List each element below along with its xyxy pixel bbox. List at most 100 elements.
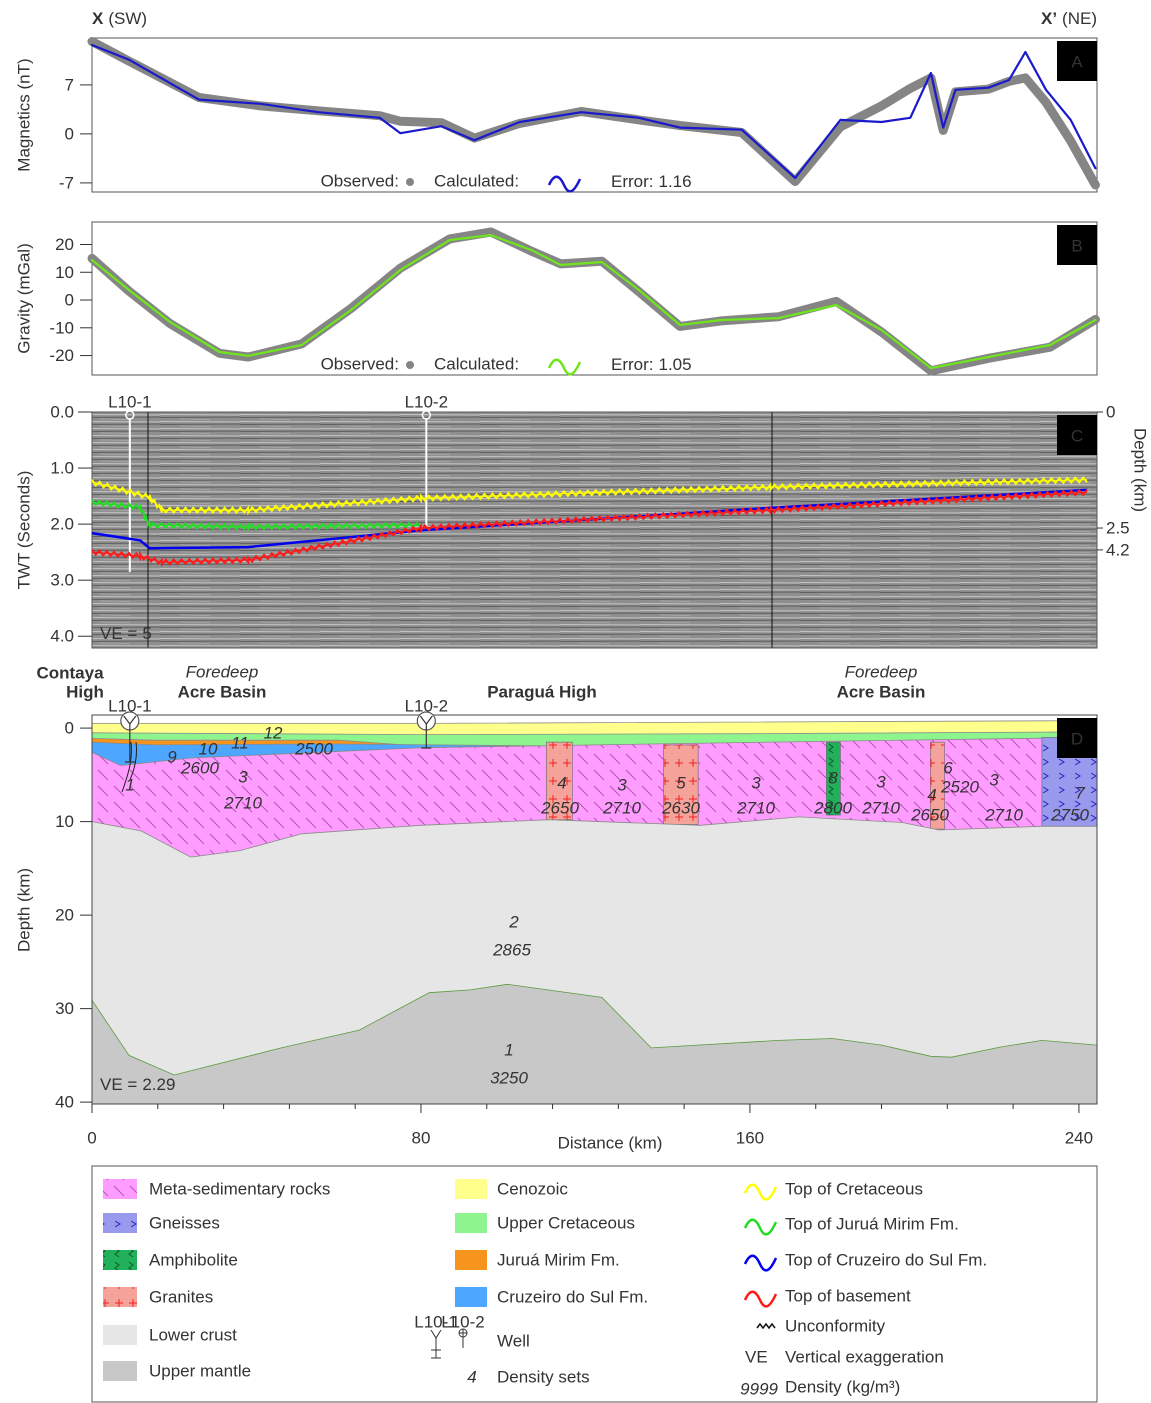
legend-ve-abbr: VE [745,1348,768,1367]
density-set: 7 [1075,784,1085,803]
legend-line-icon [547,358,582,376]
legend-calculated: Calculated: [434,172,519,191]
layer-boundary [91,741,545,747]
legend-label: Top of Cretaceous [785,1180,923,1199]
legend-label: Top of basement [785,1287,911,1306]
horizon-wiggle [91,498,422,533]
vertical-exaggeration-part: 2.29 [142,1075,175,1094]
legend-well-name: L10-2 [441,1313,484,1332]
y-tick-label: 20 [55,235,74,254]
observed-band [87,37,1100,190]
density-set: 1 [125,776,134,795]
legend-swatch [455,1179,487,1199]
well-symbol [419,715,433,749]
y-tick-label: 0.0 [50,403,74,422]
legend-label: Top of Juruá Mirim Fm. [785,1215,959,1234]
legend-label: Granites [149,1288,213,1307]
header-right: X’ (NE) [1041,9,1097,28]
legend-density-example: 9999 [740,1380,778,1399]
layer [92,984,1097,1104]
layer [92,816,1097,1104]
density-value: 2750 [1050,806,1089,825]
y-axis-label: TWT (Seconds) [15,471,34,590]
error-label-part: 1.16 [659,172,692,191]
legend-label: Vertical exaggeration [785,1348,944,1367]
y-tick-label: -20 [49,346,74,365]
legend-swatch-pattern [103,1250,137,1270]
y2-tick-label: 2.5 [1106,519,1130,538]
density-set: 9 [167,748,177,767]
density-set: 4 [557,774,566,793]
legend-well-icon [430,1329,442,1359]
density-value: 2710 [984,806,1023,825]
x-tick-label: 0 [87,1129,96,1148]
y-axis-label: Magnetics (nT) [15,58,34,171]
legend-swatch [103,1361,137,1381]
density-value: 2520 [940,778,979,797]
region-label: Acre Basin [178,683,267,702]
legend-observed: Observed: [321,172,399,191]
density-set: 6 [943,759,953,778]
header-left-part: (SW) [108,9,147,28]
legend-dot [406,178,414,186]
legend-label: Well [497,1332,530,1351]
legend-label: Cruzeiro do Sul Fm. [497,1288,648,1307]
vertical-exaggeration: VE = 5 [100,624,152,643]
body-pattern [546,742,573,820]
density-set: 1 [504,1041,513,1060]
region-note: Foredeep [186,663,259,682]
well-label: L10-1 [108,697,151,716]
error-label-part: Error: [611,172,654,191]
density-set: 8 [828,769,838,788]
y-tick-label: 3.0 [50,571,74,590]
panel-letter: A [1071,53,1083,72]
y-tick-label: 0 [65,124,74,143]
legend-dot [406,361,414,369]
x-tick-label: 80 [412,1129,431,1148]
y-tick-label: 0 [65,719,74,738]
y2-axis-label: Depth (km) [1131,428,1150,512]
layer-boundary [91,738,430,748]
density-set: 2 [508,913,519,932]
density-value: 2500 [294,740,333,759]
density-set: 11 [231,734,249,753]
plot-frame [91,714,1098,1105]
plot-frame [91,221,1098,376]
y-tick-label: -7 [59,173,74,192]
density-set: 3 [989,771,999,790]
header-left-part: X [92,9,104,28]
header-right-part: X’ [1041,9,1057,28]
density-set: 5 [676,774,686,793]
layer-boundary [91,737,1098,766]
legend-swatch-pattern [103,1287,137,1307]
legend-line-icon [743,1254,778,1272]
legend-label: Cenozoic [497,1180,568,1199]
panel-letter: C [1071,427,1083,446]
legend-label: Amphibolite [149,1251,238,1270]
legend-label: Meta-sedimentary rocks [149,1180,330,1199]
legend-swatch-pattern [103,1179,137,1199]
density-value: 2600 [180,759,219,778]
well-label: L10-2 [405,393,448,412]
vertical-exaggeration-part: VE = [100,624,137,643]
layer-boundary [91,816,1097,858]
y-tick-label: -10 [49,318,74,337]
calculated-line [90,43,1097,180]
y-tick-label: 40 [55,1093,74,1112]
y2-tick-label: 4.2 [1106,540,1130,559]
region-note: Foredeep [845,663,918,682]
legend-label: Upper mantle [149,1362,251,1381]
panel-letter: B [1071,237,1082,256]
y2-tick-label: 0 [1106,403,1115,422]
legend-label: Juruá Mirim Fm. [497,1251,620,1270]
legend-label: Upper Cretaceous [497,1214,635,1233]
density-set: 3 [617,776,627,795]
legend-swatch [103,1325,137,1345]
horizon-wiggle [91,488,1088,568]
well-head [125,410,135,420]
error-label: Error: 1.05 [611,355,692,374]
panel-letter-box [1057,225,1097,265]
legend-well-name: L10-1 [414,1313,457,1332]
density-value: 2710 [602,799,641,818]
